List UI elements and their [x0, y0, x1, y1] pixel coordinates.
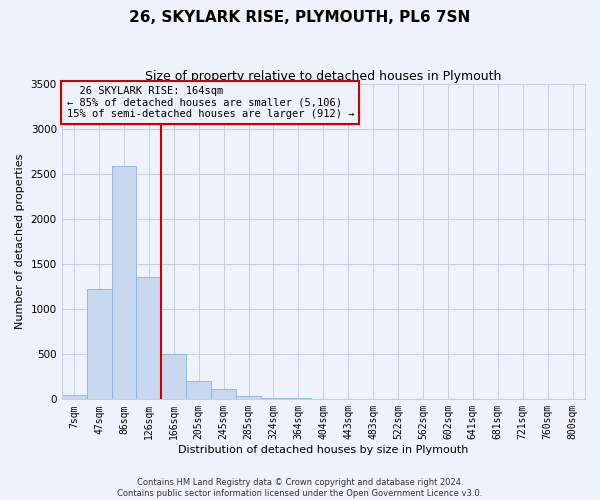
- Text: 26, SKYLARK RISE, PLYMOUTH, PL6 7SN: 26, SKYLARK RISE, PLYMOUTH, PL6 7SN: [130, 10, 470, 25]
- Bar: [236, 396, 261, 400]
- Y-axis label: Number of detached properties: Number of detached properties: [15, 154, 25, 330]
- Bar: [86, 288, 112, 400]
- Bar: [112, 166, 136, 400]
- Text: Contains HM Land Registry data © Crown copyright and database right 2024.
Contai: Contains HM Land Registry data © Crown c…: [118, 478, 482, 498]
- Bar: [211, 390, 236, 400]
- Bar: [261, 398, 286, 400]
- Bar: [136, 277, 161, 400]
- Bar: [161, 354, 186, 400]
- Bar: [286, 398, 311, 400]
- X-axis label: Distribution of detached houses by size in Plymouth: Distribution of detached houses by size …: [178, 445, 469, 455]
- Bar: [62, 395, 86, 400]
- Title: Size of property relative to detached houses in Plymouth: Size of property relative to detached ho…: [145, 70, 502, 83]
- Text: 26 SKYLARK RISE: 164sqm
← 85% of detached houses are smaller (5,106)
15% of semi: 26 SKYLARK RISE: 164sqm ← 85% of detache…: [67, 86, 354, 119]
- Bar: [186, 382, 211, 400]
